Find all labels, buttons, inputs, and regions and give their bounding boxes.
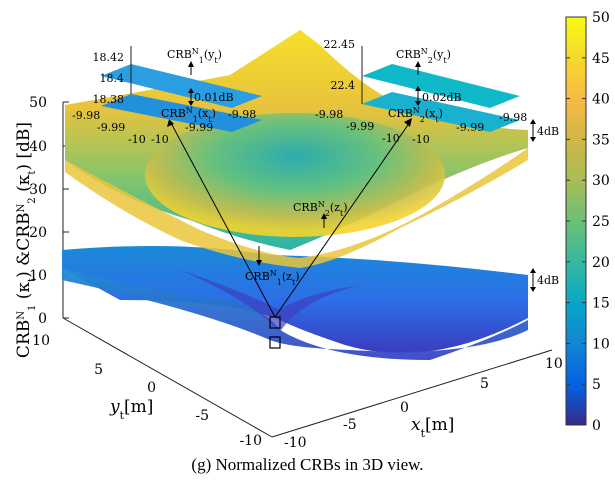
inset-left-gap: 0.01dB bbox=[194, 91, 234, 104]
inset-right-top-label: CRBN2(yt) bbox=[396, 47, 451, 65]
colorbar-tick-label: 50 bbox=[592, 10, 610, 26]
upper-surface-lower-layer bbox=[65, 148, 528, 268]
z-tick-label: 40 bbox=[29, 139, 47, 155]
z-tick-label: 30 bbox=[29, 182, 47, 198]
inset-right: 22.45 22.4 -9.98 -9.99 -10 -10 -9.99 -9.… bbox=[315, 38, 527, 146]
inset-right-xtick: -9.98 bbox=[499, 111, 527, 124]
colorbar-tick-label: 45 bbox=[592, 51, 610, 67]
svg-text:4dB: 4dB bbox=[537, 274, 559, 287]
colorbar: 0 5 10 15 20 25 30 35 40 45 50 bbox=[565, 10, 610, 434]
svg-text:CRBN2(zt): CRBN2(zt) bbox=[293, 200, 348, 218]
colorbar-tick-label: 25 bbox=[592, 214, 610, 230]
z-tick-label: 0 bbox=[38, 311, 47, 327]
inset-left-xtick: -9.99 bbox=[185, 121, 213, 134]
inset-right-bottom-label: CRBN2(xt) bbox=[388, 106, 443, 124]
colorbar-tick-label: 5 bbox=[592, 377, 601, 393]
colorbar-tick-label: 20 bbox=[592, 255, 610, 271]
colorbar-tick-label: 35 bbox=[592, 132, 610, 148]
inset-left-ytick: 18.38 bbox=[93, 93, 125, 106]
x-tick-label: 10 bbox=[545, 356, 563, 372]
lower-surface-front bbox=[62, 268, 528, 360]
inset-right-xtick: -10 bbox=[412, 133, 430, 146]
zoom-markers bbox=[167, 118, 412, 349]
svg-text:4dB: 4dB bbox=[537, 125, 559, 138]
y-tick-label: -5 bbox=[195, 408, 209, 424]
inset-right-ytick: 22.4 bbox=[331, 79, 356, 92]
x-ticks: -10 -5 0 5 10 bbox=[284, 356, 563, 451]
x-axis-label: xt[m] bbox=[411, 415, 454, 440]
z-tick-label: 50 bbox=[29, 95, 47, 111]
x-tick-label: 0 bbox=[400, 400, 409, 416]
colorbar-tick-label: 0 bbox=[592, 418, 601, 434]
colorbar-tick-label: 30 bbox=[592, 173, 610, 189]
inset-right-ytick: 22.45 bbox=[324, 38, 356, 51]
z-ticks: 0 10 20 30 40 50 bbox=[29, 95, 69, 327]
inset-left-ytick: 18.4 bbox=[100, 72, 125, 85]
inset-left-xtick: -9.98 bbox=[228, 108, 256, 121]
y-axis-line bbox=[62, 317, 273, 438]
y-tick-label: 0 bbox=[147, 380, 156, 396]
inset-right-xtick: -10 bbox=[382, 132, 400, 145]
z-tick-label: 10 bbox=[29, 268, 47, 284]
inset-right-xtick: -9.98 bbox=[315, 108, 343, 121]
gap-lower-marker: 4dB bbox=[530, 268, 559, 292]
inset-left: 18.42 18.4 18.38 -9.98 -9.99 -10 -10 -9.… bbox=[72, 46, 262, 146]
upper-surface-bowl bbox=[145, 113, 445, 237]
y-tick-label: 10 bbox=[32, 333, 50, 349]
colorbar-tick-label: 40 bbox=[592, 92, 610, 108]
inset-right-xtick: -9.99 bbox=[346, 120, 374, 133]
x-axis-line bbox=[271, 349, 553, 438]
figure-caption: (g) Normalized CRBs in 3D view. bbox=[191, 455, 424, 474]
inset-left-xtick: -9.98 bbox=[72, 109, 100, 122]
z-tick-label: 20 bbox=[29, 225, 47, 241]
inset-left-xtick: -10 bbox=[128, 133, 146, 146]
inset-left-ytick: 18.42 bbox=[93, 51, 125, 64]
inset-left-xtick: -9.99 bbox=[97, 121, 125, 134]
colorbar-ticks: 0 5 10 15 20 25 30 35 40 45 50 bbox=[566, 10, 610, 434]
x-tick-label: -5 bbox=[343, 417, 357, 433]
y-axis-label: yt[m] bbox=[109, 397, 153, 422]
inset-right-xtick: -9.99 bbox=[456, 121, 484, 134]
crb2-z-annotation: CRBN2(zt) bbox=[293, 200, 348, 228]
colorbar-tick-label: 10 bbox=[592, 336, 610, 352]
x-tick-label: -10 bbox=[284, 435, 307, 451]
y-ticks: 10 5 0 -5 -10 bbox=[32, 333, 262, 449]
lower-surface-back bbox=[62, 246, 528, 354]
colorbar-tick-label: 15 bbox=[592, 296, 610, 312]
y-tick-label: 5 bbox=[94, 362, 103, 378]
zoom-box-lower bbox=[269, 336, 281, 349]
inset-right-gap: 0.02dB bbox=[422, 91, 462, 104]
inset-left-bottom-label: CRBN1(xt) bbox=[161, 106, 216, 124]
y-tick-label: -10 bbox=[239, 433, 262, 449]
gap-upper-marker: 4dB bbox=[530, 119, 559, 142]
inset-left-xtick: -10 bbox=[151, 133, 169, 146]
x-tick-label: 5 bbox=[480, 376, 489, 392]
axes-box bbox=[62, 102, 553, 438]
z-axis-label: CRBN1 (κt) &CRBN2 (κt) [dB] bbox=[14, 122, 38, 358]
inset-left-top-label: CRBN1(yt) bbox=[167, 47, 222, 65]
